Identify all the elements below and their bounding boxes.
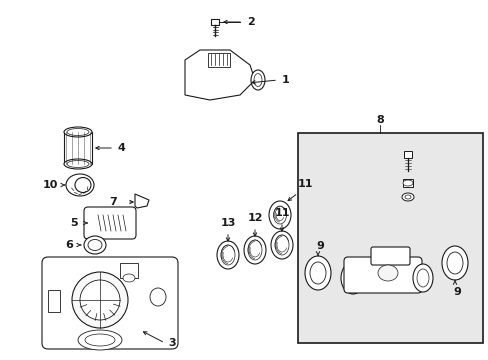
Ellipse shape	[150, 288, 165, 306]
Bar	[48, 290, 60, 312]
Ellipse shape	[67, 161, 89, 167]
Ellipse shape	[402, 180, 412, 186]
Text: 12: 12	[247, 213, 262, 223]
Ellipse shape	[217, 241, 239, 269]
Polygon shape	[184, 50, 254, 100]
Bar	[120, 263, 138, 278]
FancyBboxPatch shape	[84, 207, 136, 239]
Ellipse shape	[250, 70, 264, 90]
Ellipse shape	[66, 174, 94, 196]
Ellipse shape	[273, 206, 286, 224]
Ellipse shape	[416, 269, 428, 287]
Ellipse shape	[247, 240, 262, 260]
Text: 6: 6	[65, 240, 73, 250]
Bar	[210, 19, 219, 25]
Text: 2: 2	[246, 17, 254, 27]
Ellipse shape	[446, 252, 462, 274]
Ellipse shape	[64, 159, 92, 169]
Text: 8: 8	[375, 115, 383, 125]
Ellipse shape	[270, 231, 292, 259]
Bar	[297, 133, 482, 343]
Text: 11: 11	[274, 208, 289, 218]
Ellipse shape	[274, 235, 288, 255]
Bar	[402, 179, 412, 187]
Text: 7: 7	[109, 197, 117, 207]
Ellipse shape	[441, 246, 467, 280]
Ellipse shape	[309, 262, 325, 284]
Ellipse shape	[401, 193, 413, 201]
Ellipse shape	[88, 239, 102, 251]
FancyBboxPatch shape	[370, 247, 409, 265]
Ellipse shape	[244, 236, 265, 264]
Ellipse shape	[404, 195, 410, 199]
Polygon shape	[135, 194, 149, 208]
FancyBboxPatch shape	[42, 257, 178, 349]
Ellipse shape	[221, 245, 235, 265]
Ellipse shape	[75, 177, 91, 193]
Bar	[64, 132, 92, 164]
Text: 3: 3	[168, 338, 175, 348]
Ellipse shape	[268, 201, 290, 229]
Text: 9: 9	[315, 241, 323, 251]
Text: 10: 10	[42, 180, 58, 190]
Text: 13: 13	[220, 218, 235, 228]
Ellipse shape	[340, 262, 364, 294]
Ellipse shape	[253, 73, 262, 86]
Text: 4: 4	[118, 143, 125, 153]
Ellipse shape	[123, 274, 135, 282]
Ellipse shape	[67, 129, 89, 135]
Text: 5: 5	[70, 218, 78, 228]
Ellipse shape	[84, 236, 106, 254]
Ellipse shape	[78, 330, 122, 350]
Ellipse shape	[305, 256, 330, 290]
Bar	[403, 151, 411, 158]
Ellipse shape	[377, 265, 397, 281]
FancyBboxPatch shape	[343, 257, 421, 293]
Text: 11: 11	[297, 179, 313, 189]
Ellipse shape	[412, 264, 432, 292]
Ellipse shape	[85, 334, 115, 346]
Bar	[207, 53, 229, 67]
Circle shape	[72, 272, 128, 328]
Text: 1: 1	[282, 75, 289, 85]
Text: 9: 9	[452, 287, 460, 297]
Ellipse shape	[64, 127, 92, 137]
Ellipse shape	[345, 267, 360, 289]
Circle shape	[80, 280, 120, 320]
